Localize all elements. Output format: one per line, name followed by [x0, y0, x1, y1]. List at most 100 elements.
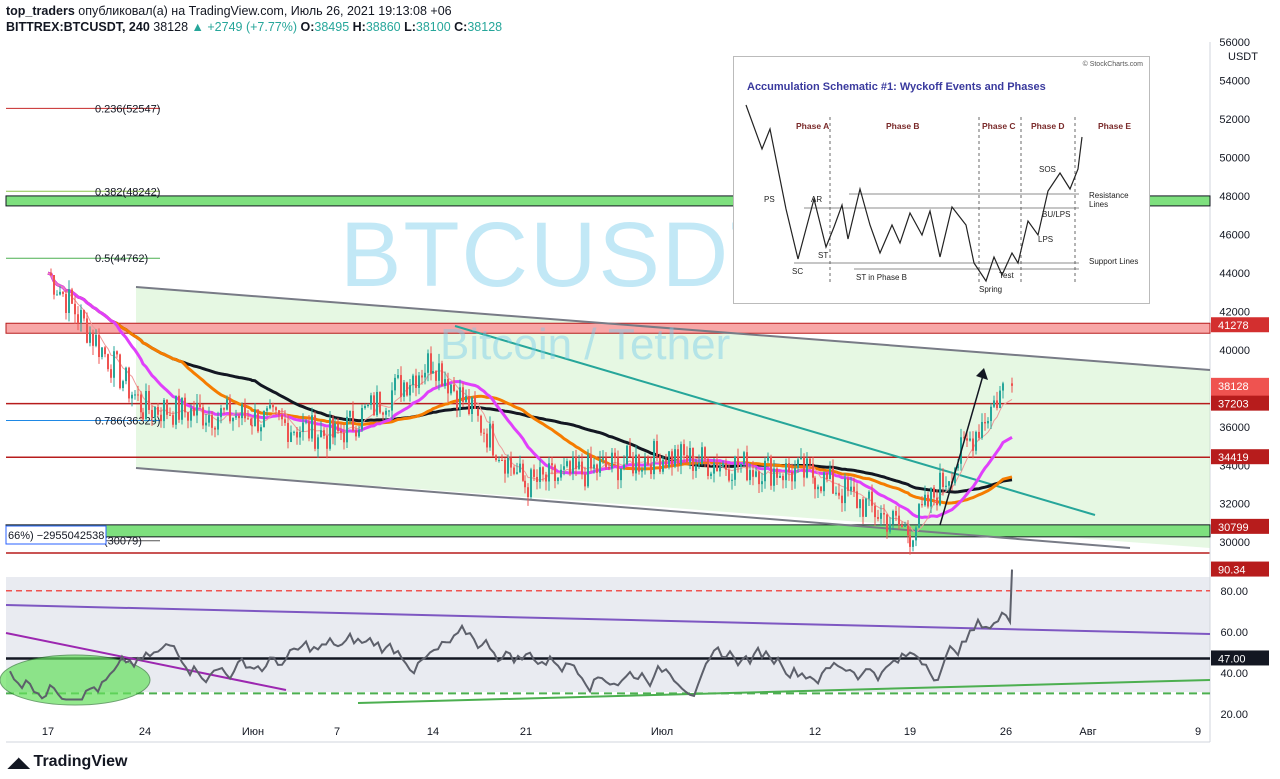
candle-body	[539, 467, 541, 482]
candle-body	[895, 510, 897, 516]
candle-body	[587, 454, 589, 487]
candle-body	[510, 457, 512, 468]
candle-body	[880, 513, 882, 519]
candle-body	[695, 465, 697, 471]
candle-body	[800, 457, 802, 460]
candle-body	[101, 347, 103, 358]
price-tick-label: 44000	[1219, 268, 1250, 280]
wyckoff-schematic-image: © StockCharts.com Accumulation Schematic…	[733, 56, 1150, 304]
candle-body	[692, 447, 694, 471]
volume-label-box	[5, 525, 107, 545]
candle-body	[116, 351, 118, 355]
event-bu-lps: BU/LPS	[1042, 210, 1071, 219]
candle-body	[563, 466, 565, 470]
candle-body	[62, 291, 64, 294]
candle-body	[936, 497, 938, 506]
price-tick-label: 46000	[1219, 229, 1250, 241]
candle-body	[459, 387, 461, 410]
rsi-band	[6, 577, 1210, 692]
candle-body	[208, 415, 210, 423]
price-tick-label: 50000	[1219, 152, 1250, 164]
candle-body	[915, 527, 917, 541]
candle-body	[832, 467, 834, 494]
candle-body	[438, 363, 440, 381]
time-tick-label: 7	[334, 726, 340, 738]
candle-body	[519, 463, 521, 473]
candle-body	[728, 469, 730, 481]
candle-body	[954, 468, 956, 484]
candle-body	[238, 415, 240, 419]
candle-body	[247, 418, 249, 420]
rsi-tick-label: 40.00	[1220, 668, 1248, 680]
candle-body	[626, 445, 628, 465]
candle-body	[391, 390, 393, 411]
high-label: H:	[352, 20, 366, 34]
price-tick-label: 48000	[1219, 191, 1250, 203]
time-tick-label: 9	[1195, 726, 1201, 738]
candle-body	[110, 369, 112, 378]
price-tick-label: 56000	[1219, 37, 1250, 49]
candle-body	[465, 396, 467, 402]
candle-body	[611, 452, 613, 469]
candle-body	[281, 414, 283, 420]
candle-body	[608, 467, 610, 469]
candle-body	[782, 475, 784, 481]
candle-body	[495, 455, 497, 461]
volume-label-text: 66%) −2955042538	[8, 530, 104, 542]
candle-body	[486, 433, 488, 448]
candle-body	[569, 461, 571, 474]
candle-body	[809, 458, 811, 464]
author-name[interactable]: top_traders	[6, 4, 75, 18]
candle-body	[172, 415, 174, 425]
rsi-trend-line-purple	[5, 604, 1211, 635]
breakout-arrow-head	[976, 368, 988, 380]
candle-body	[214, 427, 216, 430]
candle-body	[202, 407, 204, 426]
candle-body	[933, 487, 935, 498]
candle-body	[269, 405, 271, 409]
price-tag-label: 34419	[1218, 452, 1249, 464]
price-change: ▲ +2749 (+7.77%)	[191, 20, 298, 34]
candle-body	[175, 395, 177, 425]
candle-body	[346, 416, 348, 443]
tradingview-logo[interactable]: ◢◣ TradingView	[8, 753, 128, 771]
candle-body	[435, 371, 437, 381]
candle-body	[907, 525, 909, 536]
candle-body	[713, 462, 715, 474]
price-tag-label: 30799	[1218, 522, 1249, 534]
rsi-tick-label: 20.00	[1220, 709, 1248, 721]
candle-body	[719, 466, 721, 472]
symbol-label[interactable]: BITTREX:BTCUSDT, 240	[6, 20, 150, 34]
candle-body	[74, 303, 76, 315]
candle-body	[581, 461, 583, 475]
fib-label: 0.786(36329)	[95, 415, 160, 427]
candle-body	[134, 394, 136, 396]
candle-body	[98, 334, 100, 358]
candle-body	[489, 423, 491, 448]
candle-body	[263, 410, 265, 428]
candle-body	[122, 381, 124, 389]
open-label: O:	[300, 20, 315, 34]
time-tick-label: 24	[139, 726, 151, 738]
price-tag	[1211, 317, 1269, 333]
candle-body	[868, 491, 870, 499]
support-lines-label: Support Lines	[1089, 257, 1139, 266]
resistance-zone-48000	[5, 195, 1211, 207]
time-tick-label: 21	[520, 726, 532, 738]
candle-body	[912, 540, 914, 547]
fib-label: 0.236(52547)	[95, 103, 160, 115]
candle-body	[427, 353, 429, 373]
candle-body	[969, 438, 971, 441]
candle-body	[235, 415, 237, 418]
candle-body	[752, 470, 754, 477]
candle-body	[844, 478, 846, 504]
candle-body	[323, 430, 325, 436]
rsi-line	[9, 569, 1013, 701]
candle-body	[311, 415, 313, 439]
candle-body	[104, 347, 106, 355]
candle-body	[862, 499, 864, 517]
candle-body	[290, 432, 292, 442]
candle-body	[308, 421, 310, 439]
candle-body	[590, 454, 592, 469]
candle-body	[483, 432, 485, 434]
